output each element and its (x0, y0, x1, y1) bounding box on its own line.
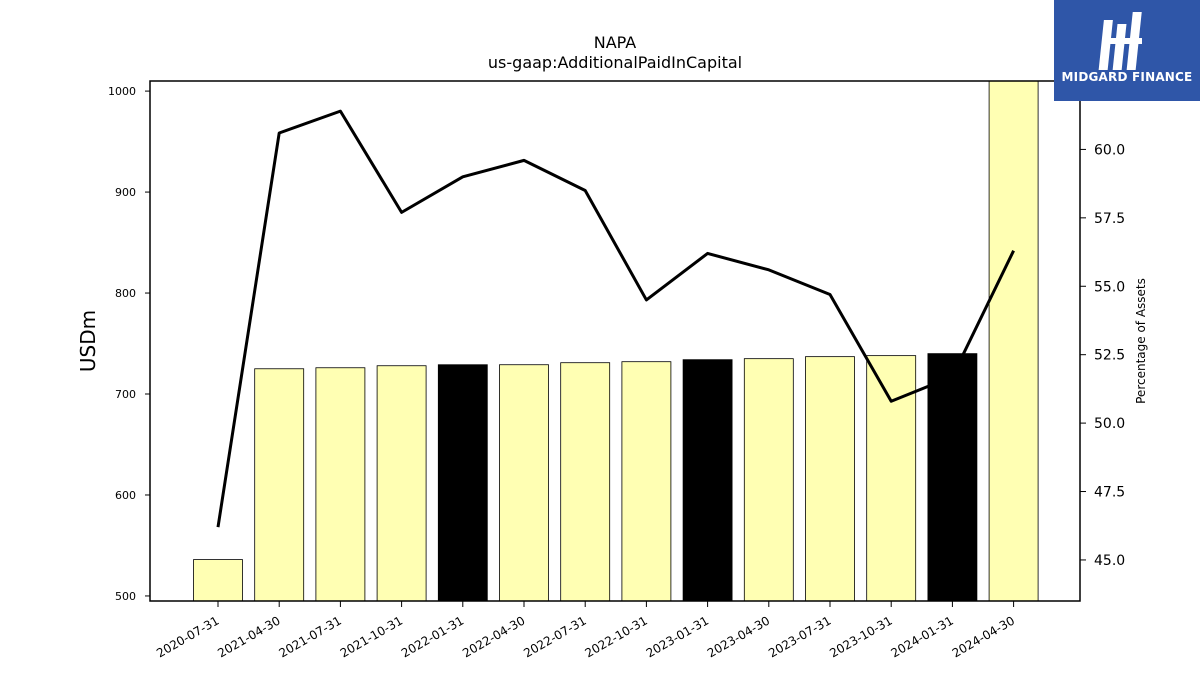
bar (560, 362, 611, 602)
x-axis-ticks: 2020-07-312021-04-302021-07-312021-10-31… (154, 601, 1017, 660)
y2-tick-label: 60.0 (1094, 142, 1125, 158)
x-tick-label: 2021-10-31 (338, 613, 405, 660)
bar (927, 353, 978, 602)
y2-axis-label: Percentage of Assets (1134, 278, 1148, 404)
line-group (216, 109, 1015, 528)
x-tick-label: 2023-01-31 (644, 613, 711, 660)
y-axis-label: USDm (76, 310, 100, 372)
x-tick-label: 2020-07-31 (154, 613, 221, 660)
bar (682, 359, 733, 602)
x-tick-label: 2024-04-30 (950, 613, 1017, 660)
y2-tick-label: 57.5 (1094, 211, 1125, 227)
x-tick-label: 2022-01-31 (399, 613, 466, 660)
bar (499, 364, 549, 602)
x-tick-label: 2024-01-31 (888, 613, 955, 660)
y-tick-label: 1000 (108, 85, 136, 98)
bar (193, 559, 243, 602)
y-tick-label: 800 (115, 287, 136, 300)
bar (866, 355, 917, 602)
y2-tick-label: 55.0 (1094, 279, 1125, 295)
y-tick-label: 500 (115, 590, 136, 603)
y-tick-label: 600 (115, 489, 136, 502)
y-tick-label: 700 (115, 388, 136, 401)
bar (743, 358, 794, 602)
logo-text: MIDGARD FINANCE (1061, 70, 1193, 84)
x-tick-label: 2023-07-31 (766, 613, 833, 660)
right-axis-ticks: 45.0 47.5 50.0 52.5 55.0 57.5 60.0 (1080, 142, 1125, 569)
y2-tick-label: 47.5 (1094, 485, 1125, 501)
y2-tick-label: 50.0 (1094, 416, 1125, 432)
x-tick-label: 2022-04-30 (460, 613, 527, 660)
bar (254, 368, 305, 602)
bar (376, 365, 427, 602)
bar (988, 80, 1039, 602)
y2-tick-label: 45.0 (1094, 553, 1125, 569)
x-tick-label: 2023-04-30 (705, 613, 772, 660)
x-tick-label: 2021-04-30 (215, 613, 282, 660)
bar (437, 364, 488, 602)
y-tick-label: 900 (115, 186, 136, 199)
chart-subtitle: us-gaap:AdditionalPaidInCapital (488, 53, 742, 72)
bar (315, 367, 366, 602)
chart-title: NAPA (594, 33, 637, 52)
brand-logo: MIDGARD FINANCE (1054, 0, 1200, 101)
plot-frame (149, 80, 1081, 602)
logo-mark-icon (1098, 12, 1142, 70)
left-axis-ticks: 500 600 700 800 900 1000 (108, 85, 150, 603)
x-tick-label: 2022-10-31 (582, 613, 649, 660)
y2-tick-label: 52.5 (1094, 348, 1125, 364)
bar (621, 361, 672, 602)
bar (805, 356, 855, 602)
bars-group (193, 80, 1039, 602)
x-tick-label: 2023-10-31 (827, 613, 894, 660)
x-tick-label: 2021-07-31 (276, 613, 343, 660)
x-tick-label: 2022-07-31 (521, 613, 588, 660)
series-line (216, 109, 1015, 528)
